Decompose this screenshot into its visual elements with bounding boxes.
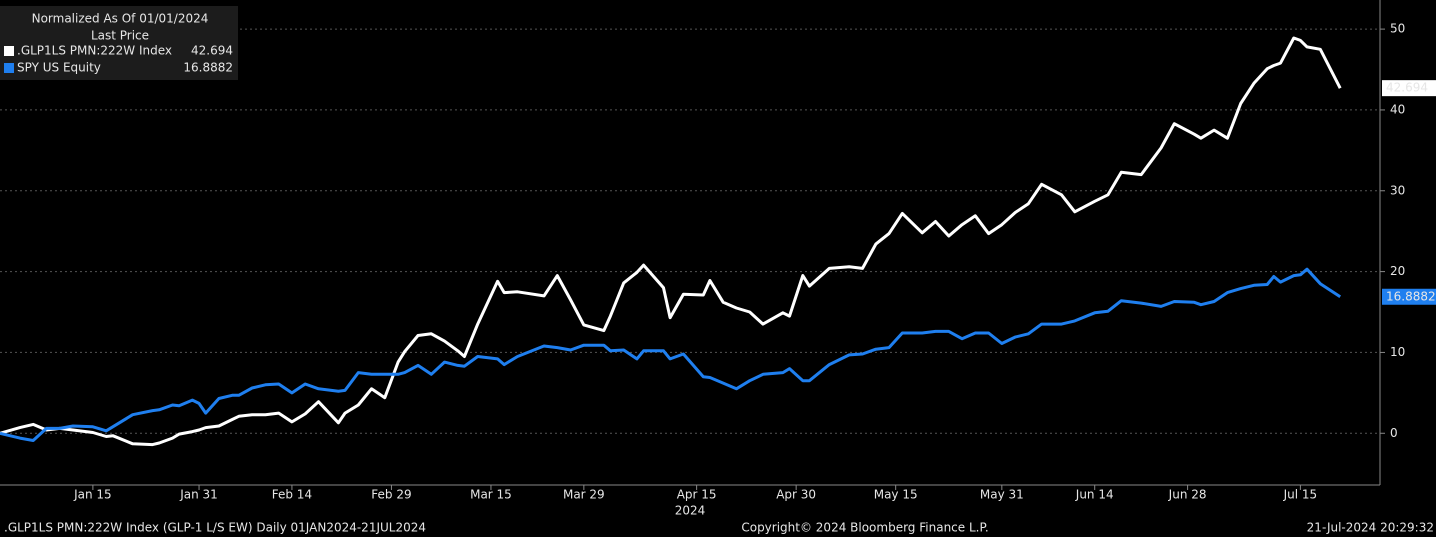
x-tick-label: Mar 29 <box>563 488 605 502</box>
x-tick-label: May 15 <box>874 488 918 502</box>
y-tick-label: 10 <box>1390 345 1405 359</box>
series-line <box>0 36 1342 447</box>
x-tick-label: Jul 15 <box>1283 488 1318 502</box>
x-axis-label: 2024 <box>675 504 706 518</box>
footer-center: Copyright© 2024 Bloomberg Finance L.P. <box>741 521 988 535</box>
x-tick-label: Apr 30 <box>776 488 816 502</box>
x-tick-label: Jan 15 <box>73 488 112 502</box>
legend-subtitle: Last Price <box>91 29 149 43</box>
footer-left: .GLP1LS PMN:222W Index (GLP-1 L/S EW) Da… <box>4 521 426 535</box>
legend-label: SPY US Equity <box>17 61 101 75</box>
y-tick-label: 20 <box>1390 264 1405 278</box>
footer-right: 21-Jul-2024 20:29:32 <box>1307 521 1434 535</box>
y-tick-label: 40 <box>1390 102 1405 116</box>
last-value-label: 42.694 <box>1386 81 1428 95</box>
y-tick-label: 0 <box>1390 426 1398 440</box>
plot-area <box>0 28 1380 447</box>
legend-swatch <box>4 63 14 73</box>
legend-swatch <box>4 46 14 56</box>
y-tick-label: 50 <box>1390 22 1405 36</box>
x-tick-label: Feb 14 <box>272 488 312 502</box>
series-line <box>0 267 1342 442</box>
legend: Normalized As Of 01/01/2024 Last Price .… <box>0 6 238 80</box>
x-tick-label: May 31 <box>980 488 1024 502</box>
x-tick-label: Jun 14 <box>1075 488 1114 502</box>
x-tick-label: Jan 31 <box>179 488 218 502</box>
x-tick-label: Feb 29 <box>371 488 411 502</box>
y-tick-label: 30 <box>1390 183 1405 197</box>
legend-value: 16.8882 <box>183 61 233 75</box>
legend-title: Normalized As Of 01/01/2024 <box>32 12 209 26</box>
legend-box <box>0 6 238 80</box>
legend-value: 42.694 <box>191 44 233 58</box>
x-tick-label: Mar 15 <box>470 488 512 502</box>
last-value-label: 16.8882 <box>1386 289 1436 303</box>
legend-label: .GLP1LS PMN:222W Index <box>17 44 172 58</box>
last-value-flag <box>1382 288 1436 305</box>
last-value-flag <box>1382 80 1436 97</box>
x-tick-label: Apr 15 <box>677 488 717 502</box>
x-tick-label: Jun 28 <box>1168 488 1207 502</box>
